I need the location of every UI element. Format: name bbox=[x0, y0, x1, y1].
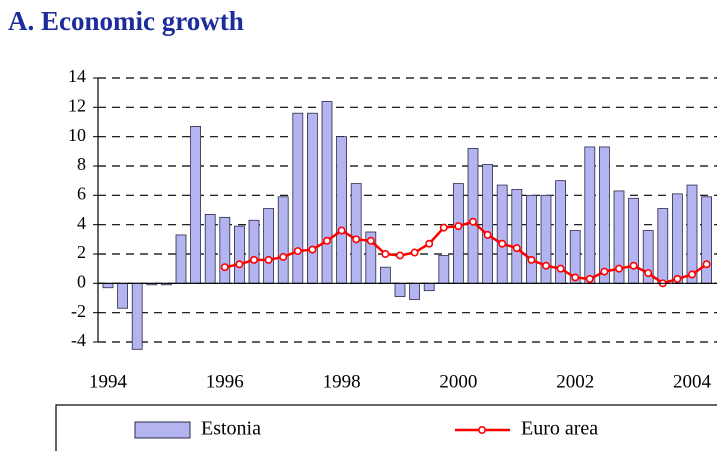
chart-title: A. Economic growth bbox=[8, 6, 244, 36]
y-tick-label: 10 bbox=[68, 125, 86, 145]
plot-area bbox=[98, 77, 717, 350]
line-marker bbox=[337, 226, 346, 235]
y-tick-label: 12 bbox=[68, 95, 86, 115]
line-marker bbox=[483, 230, 492, 239]
legend-swatch bbox=[134, 421, 191, 439]
line-marker bbox=[687, 270, 696, 279]
line-marker bbox=[527, 255, 536, 264]
line-marker bbox=[512, 244, 521, 253]
bar bbox=[263, 208, 275, 284]
line-marker bbox=[468, 217, 477, 226]
x-tick-label: 1994 bbox=[89, 371, 128, 392]
bar bbox=[394, 282, 406, 297]
bar bbox=[292, 112, 304, 284]
bar bbox=[409, 282, 421, 300]
bar bbox=[452, 183, 464, 284]
bar bbox=[438, 255, 450, 284]
bar bbox=[686, 184, 698, 284]
line-marker bbox=[366, 236, 375, 245]
bar bbox=[467, 147, 479, 284]
line-marker bbox=[541, 261, 550, 270]
bar bbox=[628, 197, 639, 284]
bar bbox=[657, 208, 669, 284]
x-tick-label: 1996 bbox=[206, 371, 244, 392]
bar bbox=[350, 183, 362, 284]
bar bbox=[599, 146, 610, 284]
bar bbox=[277, 196, 289, 284]
y-tick-label: 2 bbox=[77, 242, 86, 262]
line-marker bbox=[250, 255, 259, 264]
legend-marker bbox=[477, 425, 486, 434]
bar bbox=[701, 196, 712, 284]
x-tick-label: 1998 bbox=[323, 371, 361, 392]
bar bbox=[219, 216, 231, 284]
line-marker bbox=[264, 255, 273, 264]
bar bbox=[482, 164, 494, 284]
line-marker bbox=[702, 260, 711, 269]
line-marker bbox=[644, 269, 653, 278]
bar bbox=[131, 282, 143, 350]
line-marker bbox=[293, 247, 302, 256]
bar bbox=[336, 136, 348, 284]
x-tick-label: 2004 bbox=[673, 371, 712, 392]
line-marker bbox=[556, 264, 565, 273]
line bbox=[224, 220, 708, 285]
line-marker bbox=[235, 260, 244, 269]
line-marker bbox=[600, 267, 609, 276]
bar bbox=[306, 112, 318, 284]
line-marker bbox=[454, 222, 463, 231]
legend-label: Euro area bbox=[521, 418, 598, 440]
y-tick-label: 4 bbox=[77, 213, 86, 233]
line-marker bbox=[585, 274, 594, 283]
line-marker bbox=[308, 245, 317, 254]
y-tick-label: -2 bbox=[71, 301, 86, 321]
x-tick-label: 2000 bbox=[439, 371, 477, 392]
bar bbox=[248, 219, 260, 284]
bar bbox=[496, 184, 508, 284]
y-tick-label: 8 bbox=[77, 154, 86, 174]
y-tick-label: -4 bbox=[71, 330, 86, 350]
bar bbox=[190, 126, 202, 284]
bar bbox=[321, 101, 333, 284]
x-tick-label: 2002 bbox=[556, 371, 594, 392]
line-marker bbox=[614, 264, 623, 273]
line-marker bbox=[571, 273, 580, 282]
bar bbox=[423, 282, 435, 292]
line-marker bbox=[410, 248, 419, 257]
bar bbox=[584, 146, 596, 284]
y-tick-label: 6 bbox=[77, 183, 86, 203]
line-marker bbox=[220, 263, 229, 272]
line-marker bbox=[395, 251, 404, 260]
bar bbox=[511, 189, 523, 284]
line-marker bbox=[322, 236, 331, 245]
line-marker bbox=[673, 274, 682, 283]
line-marker bbox=[498, 239, 507, 248]
bar bbox=[204, 213, 216, 284]
bar bbox=[672, 193, 683, 284]
y-tick-label: 14 bbox=[68, 66, 86, 86]
bar bbox=[102, 282, 114, 289]
bar bbox=[233, 225, 245, 284]
line-marker bbox=[629, 261, 638, 270]
bar bbox=[175, 234, 187, 284]
line-marker bbox=[279, 252, 288, 261]
y-tick-label: 0 bbox=[77, 271, 86, 291]
bar bbox=[117, 282, 128, 309]
bar bbox=[379, 266, 391, 284]
bar bbox=[540, 194, 552, 284]
line-marker bbox=[439, 223, 448, 232]
legend-label: Estonia bbox=[201, 418, 261, 440]
legend-box bbox=[55, 404, 717, 451]
line-marker bbox=[425, 239, 434, 248]
line-marker bbox=[381, 250, 390, 259]
line-marker bbox=[352, 235, 361, 244]
bar bbox=[526, 194, 537, 284]
